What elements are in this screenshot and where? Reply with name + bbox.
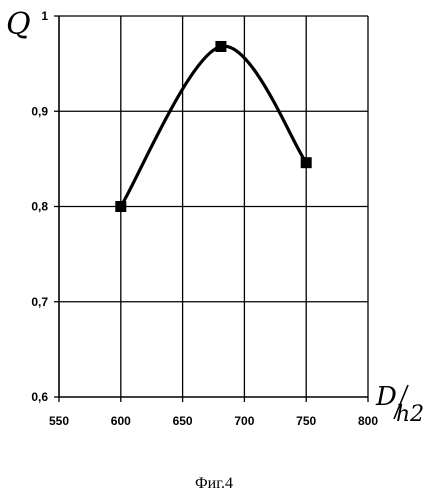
series <box>115 41 311 212</box>
data-point-750 <box>301 157 312 168</box>
x-tick-label-550: 550 <box>49 414 69 428</box>
y-tick-label-1: 1 <box>41 9 48 23</box>
y-tick-label-0-7: 0,7 <box>31 295 48 309</box>
data-point-681 <box>215 41 226 52</box>
x-axis-label-numerator: D <box>375 382 397 412</box>
figure-caption: Фиг.4 <box>195 475 233 492</box>
axes <box>54 16 368 402</box>
x-tick-label-800: 800 <box>358 414 378 428</box>
y-tick-label-0-6: 0,6 <box>31 390 48 404</box>
tick-labels: 550 600 650 700 750 800 0,6 0,7 0,8 0,9 1 <box>31 9 378 428</box>
x-tick-label-650: 650 <box>173 414 193 428</box>
y-axis-label: Q <box>6 7 31 42</box>
y-tick-label-0-8: 0,8 <box>31 200 48 214</box>
series-line-0 <box>121 46 306 206</box>
y-tick-label-0-9: 0,9 <box>31 104 48 118</box>
x-tick-label-700: 700 <box>234 414 254 428</box>
data-point-600 <box>115 201 126 212</box>
x-tick-label-600: 600 <box>111 414 131 428</box>
x-tick-label-750: 750 <box>296 414 316 428</box>
grid <box>59 16 368 397</box>
x-axis-label-denominator: h2 <box>396 402 424 427</box>
